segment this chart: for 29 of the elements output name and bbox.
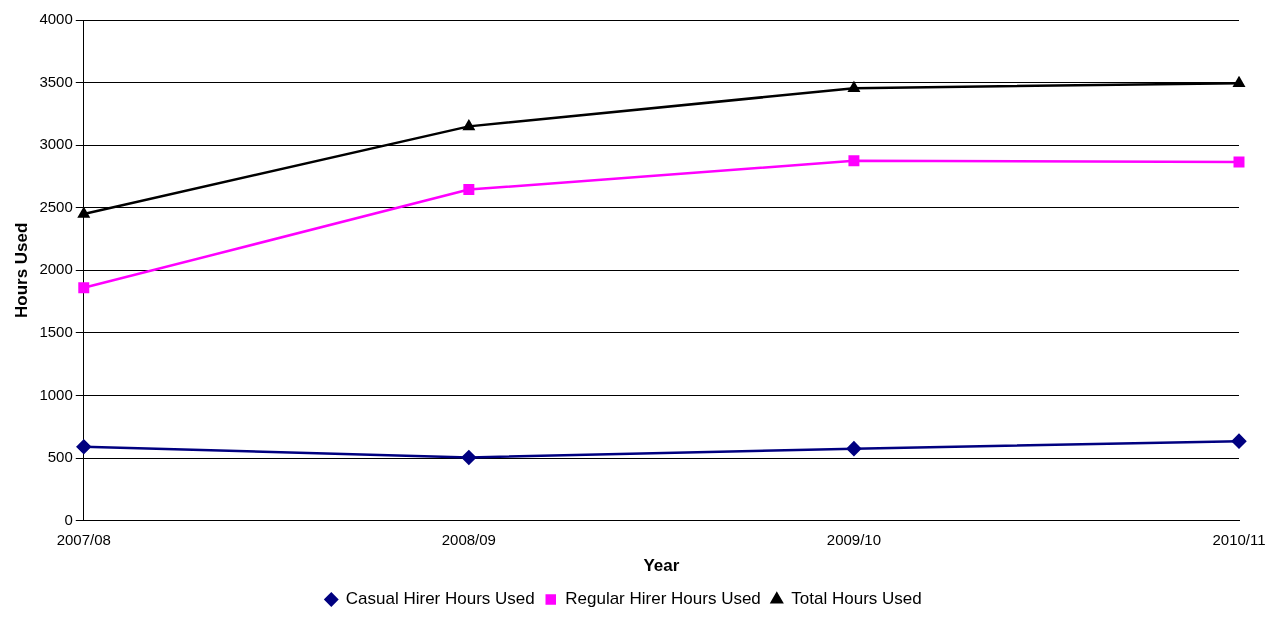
- point: [461, 450, 477, 465]
- y-tick-label: 1000: [39, 385, 73, 403]
- legend-label: Total Hours Used: [791, 589, 922, 609]
- point: [846, 441, 862, 456]
- x-tick-label: 2008/09: [441, 530, 496, 548]
- y-tick-label: 2000: [39, 260, 73, 278]
- y-tick-label: 1500: [39, 323, 73, 341]
- y-tick-label: 0: [64, 510, 73, 528]
- y-tick-label: 500: [47, 448, 73, 466]
- point: [463, 184, 475, 196]
- point: [463, 120, 475, 131]
- y-tick-label: 4000: [39, 10, 73, 28]
- point: [76, 439, 92, 455]
- point: [848, 81, 860, 92]
- y-tick-label: 3500: [39, 72, 73, 90]
- x-tick-label: 2007/08: [56, 530, 111, 548]
- point: [1231, 433, 1247, 449]
- legend-label: Casual Hirer Hours Used: [345, 589, 535, 609]
- point: [848, 155, 860, 167]
- point: [1233, 156, 1245, 168]
- x-tick-label: 2009/10: [826, 530, 882, 548]
- point: [1233, 76, 1245, 87]
- legend-label: Regular Hirer Hours Used: [565, 589, 761, 609]
- y-axis-title: Hours Used: [11, 222, 31, 319]
- y-tick-label: 3000: [39, 135, 73, 153]
- x-tick-label: 2010/11: [1212, 530, 1266, 548]
- y-tick-label: 2500: [39, 197, 73, 215]
- x-axis-title: Year: [643, 556, 680, 576]
- point: [78, 282, 90, 294]
